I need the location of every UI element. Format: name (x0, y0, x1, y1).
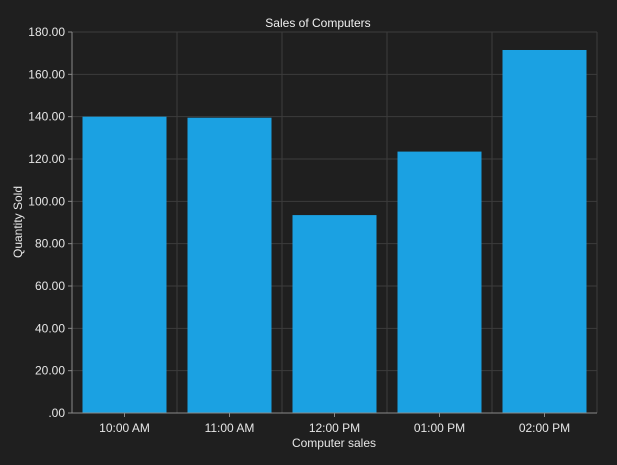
y-tick-label: 40.00 (35, 321, 65, 335)
x-tick-label: 02:00 PM (519, 421, 570, 435)
bar (82, 116, 167, 414)
bar (397, 151, 482, 413)
bars (82, 49, 587, 414)
y-tick-label: 20.00 (35, 364, 65, 378)
y-tick-label: 180.00 (28, 25, 65, 39)
bar (292, 215, 377, 413)
bar (187, 117, 272, 413)
x-axis-label: Computer sales (292, 436, 376, 450)
y-tick-label: 160.00 (28, 67, 65, 81)
y-tick-label: 80.00 (35, 237, 65, 251)
y-tick-label: 100.00 (28, 194, 65, 208)
y-tick-label: .00 (48, 406, 65, 420)
x-tick-label: 12:00 PM (309, 421, 360, 435)
y-tick-label: 60.00 (35, 279, 65, 293)
y-tick-label: 120.00 (28, 152, 65, 166)
x-tick-label: 01:00 PM (414, 421, 465, 435)
y-tick-label: 140.00 (28, 110, 65, 124)
bar (502, 49, 587, 413)
y-axis-label: Quantity Sold (11, 186, 25, 258)
x-tick-label: 11:00 AM (205, 421, 255, 435)
chart-title: Sales of Computers (265, 16, 370, 30)
x-tick-labels: 10:00 AM 11:00 AM 12:00 PM 01:00 PM 02:00 PM (99, 413, 570, 435)
y-tick-labels: .00 20.00 40.00 60.00 80.00 100.00 120.00 140.0… (28, 25, 65, 420)
x-tick-label: 10:00 AM (99, 421, 150, 435)
